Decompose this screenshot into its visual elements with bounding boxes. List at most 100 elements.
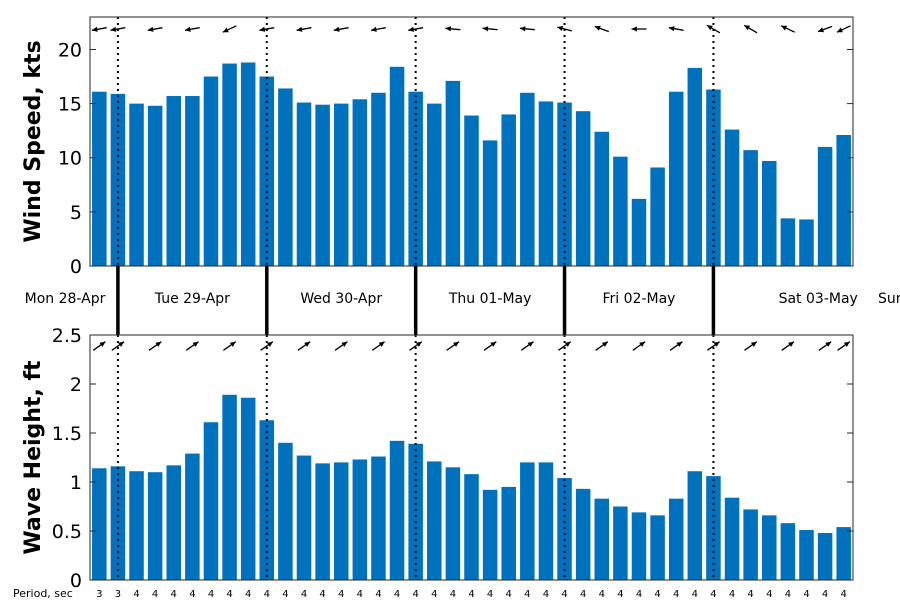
- period-value: 4: [636, 589, 642, 600]
- wave-bar: [594, 498, 610, 580]
- wave-bar: [464, 474, 479, 580]
- period-value: 4: [375, 589, 381, 600]
- wave-arrow-head: [99, 341, 106, 347]
- wind-direction-arrow: [91, 26, 107, 32]
- wave-direction-arrow: [595, 341, 609, 351]
- wind-bar: [743, 150, 758, 266]
- period-value: 3: [96, 589, 102, 600]
- period-value: 4: [729, 589, 735, 600]
- wind-bar: [222, 63, 237, 266]
- wind-bar: [594, 131, 610, 266]
- wind-y-tick-label: 5: [70, 202, 82, 224]
- wind-y-axis-label: Wind Speed, kts: [21, 40, 46, 242]
- wind-arrow-head: [706, 25, 713, 31]
- wind-y-axis: 0 5 10 15 20: [58, 39, 853, 278]
- wave-day-separators: [116, 335, 715, 580]
- wind-bar: [836, 135, 851, 266]
- wind-bar: [706, 89, 721, 266]
- wave-bar: [371, 456, 386, 580]
- wind-direction-arrow: [519, 26, 535, 32]
- day-label: Sun: [878, 291, 900, 307]
- wind-direction-arrow: [296, 26, 312, 32]
- wave-bar: [631, 512, 647, 580]
- wave-bar: [668, 498, 684, 580]
- wind-arrow-head: [744, 25, 751, 31]
- wave-direction-arrow: [185, 341, 199, 351]
- wave-bar: [185, 453, 200, 580]
- wind-direction-arrow: [370, 26, 386, 32]
- wind-bar: [650, 167, 665, 266]
- wave-arrow-head: [192, 341, 199, 347]
- wave-bar: [296, 455, 312, 580]
- period-value: 4: [133, 589, 139, 600]
- wind-direction-arrow: [836, 25, 851, 33]
- period-value: 4: [710, 589, 716, 600]
- period-value: 4: [357, 589, 363, 600]
- wave-direction-arrow: [837, 341, 851, 351]
- period-value: 4: [543, 589, 549, 600]
- wave-arrow-head: [229, 341, 236, 347]
- wave-bar: [557, 478, 572, 580]
- wind-direction-arrow: [147, 26, 163, 32]
- wind-bar: [687, 67, 703, 266]
- wind-bar: [724, 129, 740, 266]
- wave-arrow-head: [490, 341, 497, 347]
- wave-bar: [166, 465, 182, 580]
- wind-bar: [817, 146, 833, 266]
- wave-bar: [445, 467, 461, 580]
- wind-direction-arrow: [259, 26, 275, 32]
- day-label: Fri 02-May: [603, 291, 676, 307]
- wind-arrow-head: [222, 27, 229, 33]
- wave-direction-arrow: [334, 341, 348, 351]
- wave-direction-arrow: [148, 341, 162, 351]
- wave-bar: [427, 461, 442, 580]
- wave-bar: [836, 527, 851, 580]
- period-row-label: Period, sec: [13, 587, 73, 600]
- wave-arrow-head: [527, 341, 534, 347]
- wind-bar: [129, 103, 144, 266]
- wave-height-bars: [92, 394, 851, 580]
- wave-direction-arrow: [409, 341, 423, 351]
- wave-bar: [650, 515, 665, 580]
- wind-y-tick-label: 15: [58, 94, 82, 116]
- period-value: 4: [506, 589, 512, 600]
- wave-y-axis: 0 0.5 1 1.5 2 2.5: [52, 325, 853, 592]
- wind-direction-arrow: [184, 26, 200, 32]
- wind-direction-arrow: [222, 25, 237, 33]
- wave-direction-arrow: [92, 341, 106, 351]
- wind-arrow-head: [668, 26, 675, 32]
- wind-bar: [259, 76, 275, 266]
- wind-arrow-head: [185, 26, 191, 32]
- period-value: 4: [208, 589, 214, 600]
- period-value: 4: [301, 589, 307, 600]
- wave-arrow-head: [415, 341, 422, 347]
- wave-arrow-head: [825, 341, 832, 347]
- wave-bar: [110, 466, 126, 580]
- period-value: 4: [338, 589, 344, 600]
- wave-direction-arrow: [260, 341, 274, 351]
- wave-period-row: Period, sec 3 3 4 4 4 4 4 4 4 4 4 4 4 4 4 4 4 4 4 4 4 4 4 4 4 4 4 4…: [13, 587, 847, 600]
- wind-arrow-head: [519, 26, 526, 32]
- wave-bar: [259, 420, 275, 580]
- wave-direction-arrow: [781, 341, 795, 351]
- wave-arrow-head: [341, 341, 348, 347]
- wind-direction-arrow: [445, 26, 461, 32]
- wave-direction-arrow: [297, 341, 311, 351]
- wave-arrow-head: [304, 341, 311, 347]
- wave-arrow-head: [843, 341, 850, 347]
- wind-arrow-head: [110, 26, 117, 32]
- wave-direction-arrow: [744, 341, 758, 351]
- wind-bar: [482, 140, 498, 266]
- period-value: 4: [785, 589, 791, 600]
- wave-arrow-head: [453, 341, 459, 347]
- period-value: 4: [747, 589, 753, 600]
- wind-bar: [575, 111, 591, 266]
- wave-arrow-head: [564, 341, 571, 347]
- wave-plot-frame: [89, 334, 854, 581]
- wave-bar: [817, 532, 833, 580]
- wave-direction-arrow: [223, 341, 237, 351]
- period-value: 4: [766, 589, 772, 600]
- wind-arrow-head: [631, 26, 637, 32]
- wind-arrow-head: [836, 27, 843, 33]
